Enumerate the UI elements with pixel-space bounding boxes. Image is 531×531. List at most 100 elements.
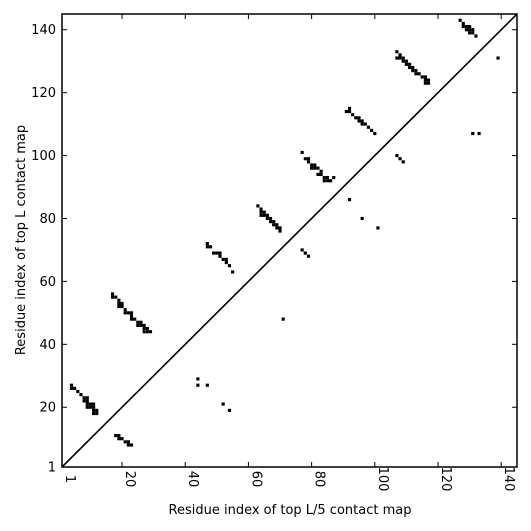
- contact-point: [231, 270, 235, 274]
- contact-point: [256, 204, 260, 208]
- contact-point: [464, 25, 469, 29]
- contact-point: [303, 251, 307, 255]
- contact-point: [92, 405, 96, 409]
- contact-point: [411, 65, 415, 70]
- contact-point: [262, 213, 266, 217]
- contact-point: [373, 131, 377, 136]
- contact-point: [129, 443, 134, 447]
- contact-point: [205, 242, 209, 246]
- contact-point: [278, 229, 282, 233]
- contact-point: [423, 78, 427, 82]
- contact-point: [395, 50, 399, 54]
- contact-point: [265, 216, 269, 221]
- contact-point: [360, 119, 364, 123]
- y-tick-label: 40: [39, 338, 56, 353]
- x-axis-label: Residue index of top L/5 contact map: [169, 503, 412, 518]
- contact-point: [329, 179, 333, 183]
- contact-point: [363, 122, 367, 126]
- contact-point: [313, 163, 317, 167]
- contact-point: [117, 301, 121, 305]
- contact-point: [259, 213, 263, 217]
- contact-point: [474, 34, 478, 38]
- contact-point: [95, 411, 99, 416]
- contact-point: [110, 292, 115, 296]
- contact-point: [120, 437, 124, 441]
- contact-point: [69, 386, 74, 390]
- contact-point: [205, 245, 209, 249]
- contact-point: [117, 298, 121, 302]
- contact-point: [347, 109, 352, 114]
- contact-point: [376, 226, 380, 230]
- contact-point: [215, 251, 219, 255]
- plot-area: [61, 13, 518, 468]
- contact-point: [325, 179, 329, 183]
- contact-point: [401, 56, 405, 60]
- contact-point: [300, 150, 304, 154]
- contact-point: [218, 251, 222, 255]
- contact-point: [471, 28, 475, 32]
- contact-point: [139, 320, 143, 324]
- contact-point: [319, 172, 323, 177]
- contact-point: [120, 301, 124, 305]
- contact-point: [303, 157, 307, 161]
- contact-point: [221, 257, 225, 261]
- contact-point: [123, 440, 127, 444]
- contact-point: [268, 216, 273, 221]
- contact-point: [468, 31, 472, 35]
- contact-point: [73, 386, 77, 390]
- contact-point: [136, 320, 140, 324]
- contact-point: [142, 330, 146, 334]
- contact-point: [129, 314, 134, 318]
- contact-point: [468, 28, 472, 32]
- y-tick-label: 100: [31, 149, 56, 164]
- contact-point: [82, 396, 86, 400]
- contact-point: [398, 56, 402, 60]
- contact-point: [347, 106, 352, 110]
- contact-point: [401, 59, 405, 63]
- contact-point: [357, 116, 361, 120]
- contact-point: [148, 330, 153, 334]
- contact-point: [407, 62, 412, 66]
- contact-point: [145, 327, 149, 331]
- contact-point: [126, 311, 130, 315]
- contact-point: [142, 323, 146, 328]
- contact-point: [145, 330, 149, 334]
- contact-point: [85, 396, 89, 400]
- contact-point: [366, 125, 371, 129]
- contact-point: [417, 72, 421, 76]
- contact-point: [278, 226, 282, 230]
- contact-point: [398, 53, 402, 57]
- contact-point: [123, 311, 127, 315]
- y-axis-label: Residue index of top L contact map: [14, 125, 29, 355]
- contact-point: [272, 223, 276, 227]
- contact-point: [92, 402, 96, 406]
- contact-point: [92, 411, 96, 416]
- contact-point: [306, 254, 311, 258]
- contact-point: [395, 56, 399, 60]
- contact-point: [221, 402, 225, 406]
- contact-point: [205, 383, 209, 387]
- x-tick-label: 20: [122, 471, 137, 488]
- contact-point: [95, 408, 99, 412]
- contact-point: [259, 207, 263, 211]
- contact-point: [310, 163, 314, 167]
- contact-point: [461, 25, 465, 29]
- contact-point: [306, 160, 311, 164]
- contact-point: [411, 69, 415, 73]
- contact-point: [464, 28, 469, 32]
- contact-point: [461, 21, 465, 26]
- contact-point: [344, 109, 348, 114]
- contact-point: [395, 153, 399, 158]
- contact-point: [117, 437, 121, 441]
- contact-point: [227, 264, 232, 268]
- contact-point: [262, 210, 266, 214]
- contact-point: [120, 304, 124, 309]
- contact-point: [69, 383, 74, 387]
- contact-point: [114, 433, 118, 438]
- contact-point: [360, 216, 364, 221]
- contact-point: [316, 166, 320, 170]
- y-tick-label: 120: [31, 86, 56, 101]
- contact-point: [85, 399, 89, 403]
- contact-point: [414, 72, 418, 76]
